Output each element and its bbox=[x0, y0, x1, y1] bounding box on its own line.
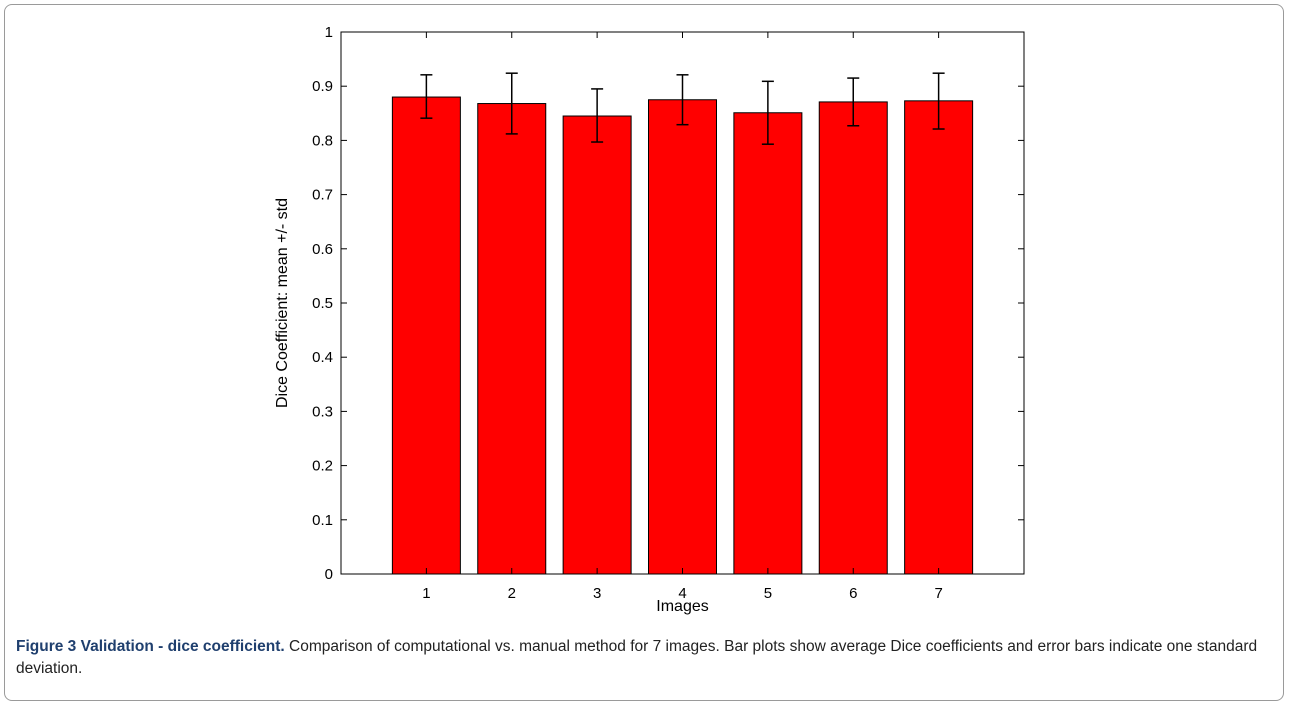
bar-image-1 bbox=[391, 96, 461, 575]
x-tick-label: 7 bbox=[934, 585, 942, 602]
bar-image-3 bbox=[562, 115, 632, 575]
y-tick-label: 0.1 bbox=[312, 512, 333, 529]
caption-label: Figure 3 Validation - dice coefficient. bbox=[16, 638, 285, 655]
figure-caption: Figure 3 Validation - dice coefficient. … bbox=[16, 636, 1261, 680]
y-tick-label: 0 bbox=[325, 566, 333, 583]
x-tick-label: 3 bbox=[593, 585, 601, 602]
y-tick-label: 0.3 bbox=[312, 403, 333, 420]
caption-text: Comparison of computational vs. manual m… bbox=[16, 638, 1258, 677]
bar-image-7 bbox=[904, 100, 974, 575]
y-tick-label: 1 bbox=[325, 24, 333, 41]
x-axis-label: Images bbox=[656, 598, 708, 615]
x-tick-label: 1 bbox=[422, 585, 430, 602]
bar-image-2 bbox=[477, 103, 547, 575]
y-tick-label: 0.7 bbox=[312, 187, 333, 204]
bar-image-4 bbox=[648, 99, 717, 575]
x-tick-label: 5 bbox=[764, 585, 772, 602]
y-tick-label: 0.4 bbox=[312, 349, 333, 366]
bar-image-5 bbox=[733, 112, 803, 575]
y-axis-ticks: 0 0.1 0.2 0.3 0.4 0.5 0.6 0.7 0.8 0.9 1 bbox=[312, 24, 1024, 583]
errorbars-layer bbox=[420, 72, 945, 145]
x-tick-label: 2 bbox=[508, 585, 516, 602]
bars-layer bbox=[391, 96, 974, 575]
y-tick-label: 0.5 bbox=[312, 295, 333, 312]
x-tick-label: 4 bbox=[678, 585, 686, 602]
x-axis-ticks: 1 2 3 4 5 6 7 bbox=[422, 32, 943, 602]
figure-frame bbox=[4, 4, 1284, 701]
y-tick-label: 0.9 bbox=[312, 78, 333, 95]
y-tick-label: 0.2 bbox=[312, 458, 333, 475]
y-tick-label: 0.8 bbox=[312, 132, 333, 149]
bar-image-6 bbox=[818, 101, 888, 575]
y-tick-label: 0.6 bbox=[312, 241, 333, 258]
bar-chart: 0 0.1 0.2 0.3 0.4 0.5 0.6 0.7 0.8 0.9 1 1 2 3 4 5 6 7 Im… bbox=[274, 24, 1025, 615]
y-axis-label: Dice Coefficient: mean +/- std bbox=[274, 198, 291, 408]
x-tick-label: 6 bbox=[849, 585, 857, 602]
